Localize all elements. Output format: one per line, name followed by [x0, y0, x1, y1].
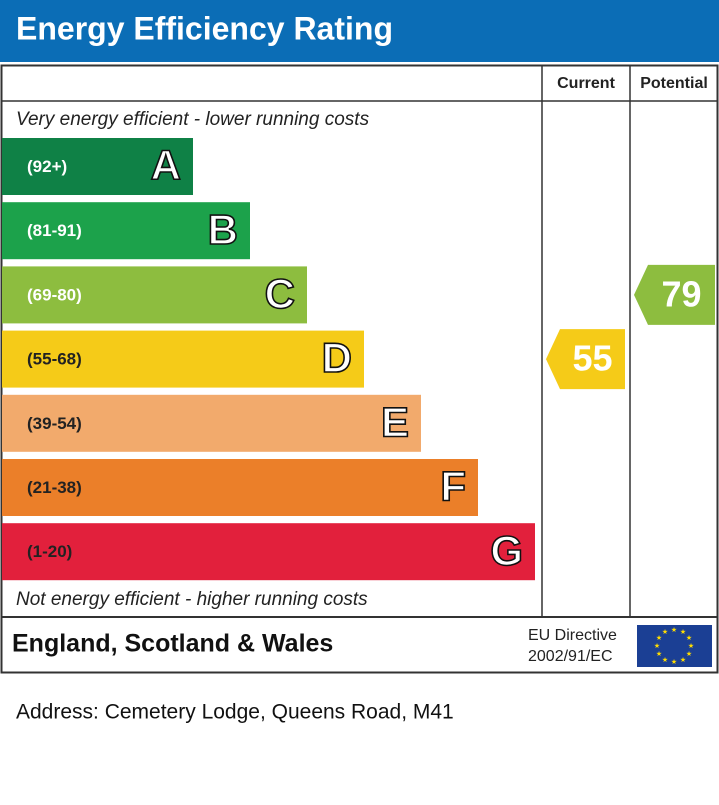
svg-text:★: ★	[671, 626, 677, 634]
band-range: (92+)	[27, 157, 67, 176]
svg-text:★: ★	[688, 642, 694, 650]
band-letter: D	[322, 334, 352, 381]
svg-text:★: ★	[680, 656, 686, 664]
band-range: (81-91)	[27, 221, 82, 240]
region: England, Scotland & Wales	[12, 630, 333, 658]
band-bar	[2, 459, 478, 516]
current-arrow-value: 55	[572, 338, 612, 379]
directive: 2002/91/EC	[528, 648, 613, 665]
title-bar	[0, 0, 719, 62]
band-bar	[2, 266, 307, 324]
svg-text:★: ★	[662, 628, 668, 636]
address: Address: Cemetery Lodge, Queens Road, M4…	[16, 701, 454, 724]
svg-text:★: ★	[686, 634, 692, 642]
svg-text:★: ★	[671, 658, 677, 666]
band-bar	[2, 138, 193, 195]
svg-text:★: ★	[662, 656, 668, 664]
band-bar	[2, 202, 250, 260]
bottom-note: Not energy efficient - higher running co…	[16, 589, 368, 610]
band-range: (39-54)	[27, 414, 82, 433]
svg-text:★: ★	[680, 628, 686, 636]
svg-text:★: ★	[656, 634, 662, 642]
band-bar	[2, 330, 364, 388]
band-letter: G	[490, 527, 523, 574]
current-header: Current	[557, 75, 615, 92]
band-letter: B	[208, 206, 238, 253]
potential-arrow	[634, 264, 715, 325]
band-letter: F	[440, 463, 466, 510]
band-letter: C	[265, 270, 295, 317]
band-letter: E	[381, 398, 409, 445]
potential-header: Potential	[640, 75, 708, 92]
directive: EU Directive	[528, 627, 617, 644]
band-bar	[2, 523, 535, 581]
eu-flag: ★ ★★ ★★★ ★★★ ★★★	[637, 625, 712, 667]
band-bar	[2, 394, 421, 452]
band-range: (21-38)	[27, 478, 82, 497]
top-note: Very energy efficient - lower running co…	[16, 109, 370, 130]
band-range: (69-80)	[27, 285, 82, 304]
band-letter: A	[151, 142, 181, 189]
svg-text:★: ★	[654, 642, 660, 650]
band-range: (1-20)	[27, 542, 72, 561]
potential-arrow-value: 79	[661, 273, 701, 314]
svg-text:★: ★	[656, 650, 662, 658]
svg-text:★: ★	[686, 650, 692, 658]
current-arrow	[546, 329, 625, 390]
band-range: (55-68)	[27, 350, 82, 369]
title: Energy Efficiency Rating	[16, 10, 393, 46]
frame	[0, 64, 719, 674]
